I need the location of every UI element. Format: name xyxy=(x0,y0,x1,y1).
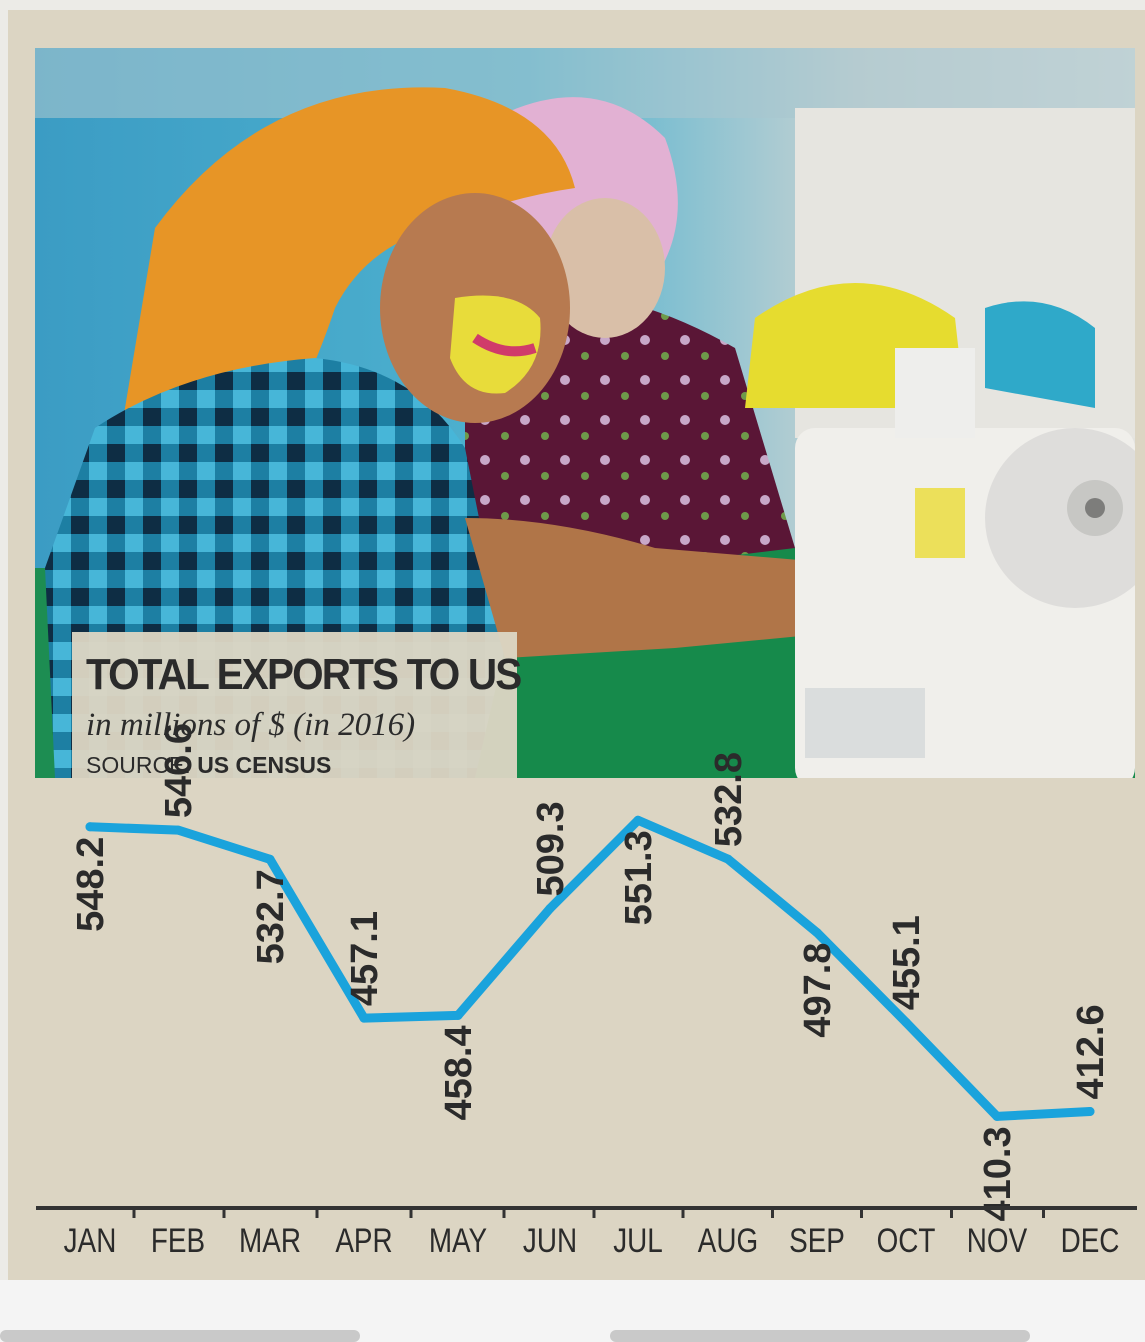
title-box xyxy=(72,632,517,778)
data-point xyxy=(85,822,95,832)
x-tick-label: NOV xyxy=(967,1221,1028,1259)
x-tick-label: MAR xyxy=(239,1221,301,1259)
data-label: 458.4 xyxy=(438,1025,480,1120)
source-name: US CENSUS xyxy=(197,752,332,778)
chart-source: SOURCE: US CENSUS xyxy=(86,752,331,779)
x-tick-label: AUG xyxy=(698,1221,758,1259)
data-point xyxy=(723,854,733,864)
data-point xyxy=(453,1010,463,1020)
data-point xyxy=(265,854,275,864)
blurred-text xyxy=(610,1330,1030,1342)
data-label: 509.3 xyxy=(530,801,572,896)
series-line xyxy=(85,815,1095,1121)
data-label: 551.3 xyxy=(618,830,660,925)
x-tick-label: JUL xyxy=(613,1221,663,1259)
data-point xyxy=(359,1013,369,1023)
data-label: 455.1 xyxy=(886,915,928,1010)
data-label: 548.2 xyxy=(70,837,112,932)
data-label: 497.8 xyxy=(797,943,839,1038)
x-tick-label: FEB xyxy=(151,1221,205,1259)
data-label: 546.6 xyxy=(158,723,200,818)
data-point xyxy=(901,1017,911,1027)
data-label: 410.3 xyxy=(977,1126,1019,1221)
data-point xyxy=(1085,1107,1095,1116)
data-point xyxy=(812,928,822,938)
data-label: 532.8 xyxy=(708,752,750,847)
data-point xyxy=(545,904,555,913)
chart-title: TOTAL EXPORTS TO US xyxy=(86,650,522,699)
source-label: SOURCE: xyxy=(86,752,191,778)
data-label: 457.1 xyxy=(344,911,386,1006)
x-tick-label: APR xyxy=(335,1221,392,1259)
data-point xyxy=(633,815,643,825)
x-tick-label: JUN xyxy=(523,1221,577,1259)
x-tick-label: SEP xyxy=(789,1221,845,1259)
x-tick-label: MAY xyxy=(429,1221,488,1259)
blurred-text xyxy=(0,1330,360,1342)
x-tick-label: JAN xyxy=(64,1221,117,1259)
data-label: 532.7 xyxy=(250,869,292,964)
chart-subtitle: in millions of $ (in 2016) xyxy=(86,707,416,743)
data-point xyxy=(173,825,183,835)
data-label: 412.6 xyxy=(1070,1004,1112,1099)
x-tick-label: DEC xyxy=(1061,1221,1120,1259)
x-tick-label: OCT xyxy=(877,1221,936,1259)
data-point xyxy=(992,1111,1002,1121)
